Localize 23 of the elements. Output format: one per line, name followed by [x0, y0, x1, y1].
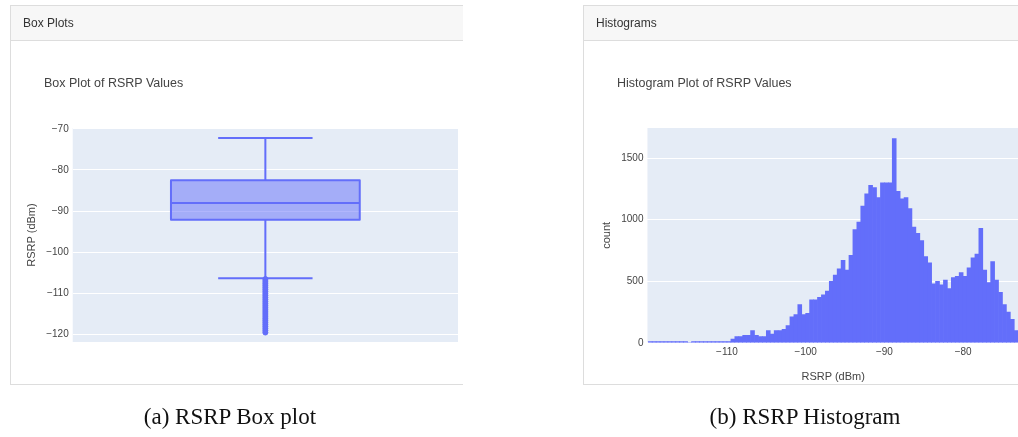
y-tick-label: 0 [637, 336, 644, 348]
y-tick-label: −100 [46, 246, 70, 258]
y-tick-label: −110 [46, 287, 70, 299]
x-tick-label: −90 [875, 345, 894, 357]
x-tick-label: −100 [794, 345, 818, 357]
y-tick-label: 1000 [621, 213, 644, 225]
y-tick-label: −90 [51, 204, 70, 216]
chart-subtitle: Histogram Plot of RSRP Values [617, 76, 792, 90]
chart-title: Histograms [584, 6, 1018, 41]
x-tick-label: −110 [716, 345, 739, 357]
y-tick-label: 1500 [621, 151, 644, 163]
y-axis-title: RSRP (dBm) [24, 203, 37, 267]
text: (b) RSRP Histogram [709, 404, 901, 430]
y-tick-label: −80 [51, 163, 70, 175]
y-tick-label: −120 [46, 328, 70, 340]
chart-title: Box Plots [11, 6, 463, 41]
text: (a) RSRP Box plot [143, 404, 317, 430]
y-tick-label: 500 [626, 275, 644, 286]
y-axis-title: count [599, 221, 612, 249]
y-tick-label: −70 [51, 122, 70, 134]
x-tick-label: −80 [954, 345, 973, 357]
x-axis-title: RSRP (dBm) [801, 370, 865, 383]
chart-subtitle: Box Plot of RSRP Values [44, 76, 184, 90]
